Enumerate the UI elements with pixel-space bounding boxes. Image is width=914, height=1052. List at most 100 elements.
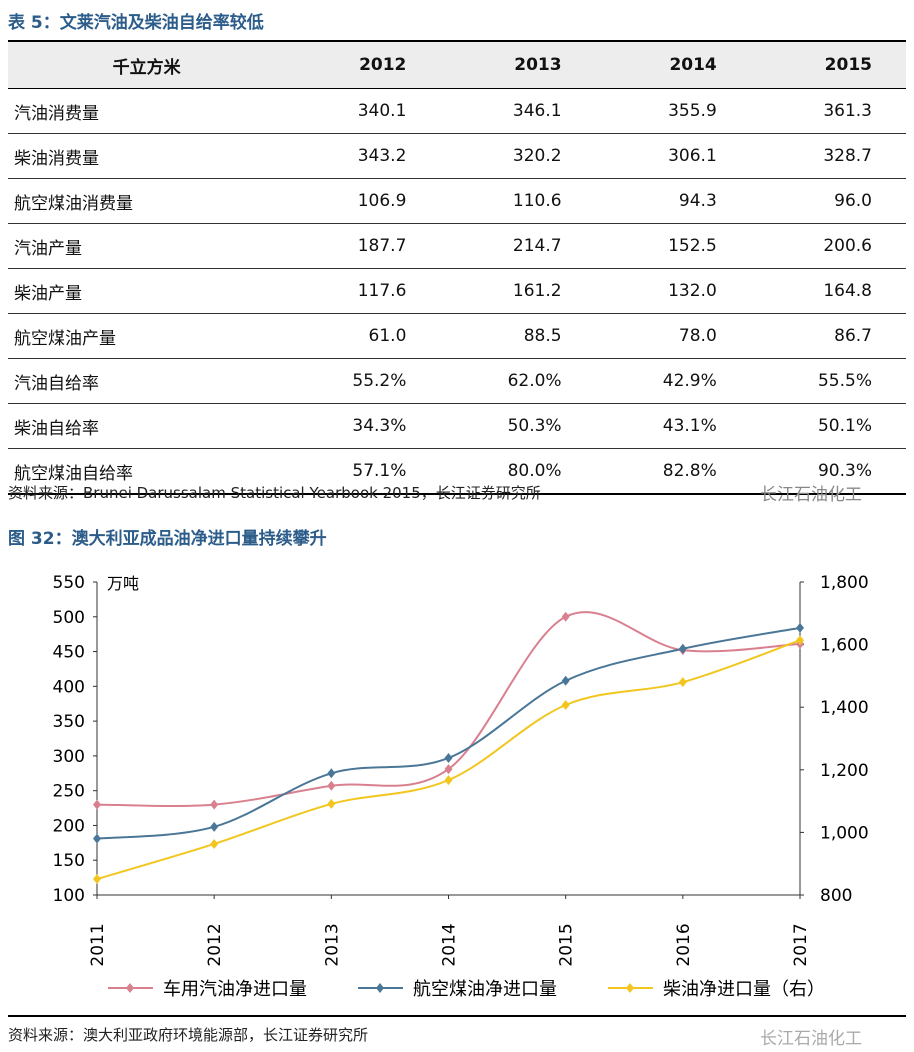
table-cell: 57.1% bbox=[285, 448, 441, 495]
table-row: 柴油产量 117.6 161.2 132.0 164.8 bbox=[8, 268, 906, 314]
row-label: 汽油消费量 bbox=[8, 88, 286, 134]
data-point bbox=[444, 752, 453, 763]
chart-container: 100 150 200 250 300 350 400 450 500 550 800 1,000 1,… bbox=[8, 555, 906, 1017]
watermark: 长江石油化工 bbox=[760, 485, 862, 505]
column-header: 2013 bbox=[440, 40, 596, 89]
row-label: 航空煤油自给率 bbox=[8, 448, 286, 495]
table-cell: 164.8 bbox=[750, 268, 906, 314]
column-header: 2015 bbox=[750, 40, 906, 89]
legend-label: 柴油净进口量（右） bbox=[663, 979, 825, 1000]
y-tick-label: 100 bbox=[53, 886, 85, 906]
row-label: 汽油自给率 bbox=[8, 358, 286, 404]
table-cell: 320.2 bbox=[440, 133, 596, 179]
data-point bbox=[678, 643, 687, 654]
data-point bbox=[796, 622, 804, 633]
table-cell: 340.1 bbox=[285, 88, 441, 134]
table-cell: 96.0 bbox=[750, 178, 906, 224]
row-label: 航空煤油产量 bbox=[8, 313, 286, 359]
table-cell: 82.8% bbox=[595, 448, 751, 495]
table-row: 柴油消费量 343.2 320.2 306.1 328.7 bbox=[8, 133, 906, 179]
table-cell: 78.0 bbox=[595, 313, 751, 359]
table-cell: 187.7 bbox=[285, 223, 441, 269]
table-cell: 110.6 bbox=[440, 178, 596, 224]
data-point bbox=[327, 768, 336, 779]
legend-marker bbox=[376, 983, 384, 993]
table-cell: 34.3% bbox=[285, 403, 441, 449]
x-tick-label: 2011 bbox=[88, 923, 108, 966]
y-tick-label: 300 bbox=[53, 747, 85, 767]
table-source: 资料来源：Brunei Darussalam Statistical Yearb… bbox=[8, 484, 541, 502]
series-line bbox=[96, 626, 801, 840]
x-tick-label: 2017 bbox=[791, 923, 811, 966]
table-caption: 表 5：文莱汽油及柴油自给率较低 bbox=[8, 13, 264, 33]
y2-tick-label: 1,000 bbox=[820, 823, 869, 843]
row-label: 柴油自给率 bbox=[8, 403, 286, 449]
table-cell: 42.9% bbox=[595, 358, 751, 404]
data-point bbox=[561, 675, 570, 686]
table-cell: 94.3 bbox=[595, 178, 751, 224]
table-cell: 200.6 bbox=[750, 223, 906, 269]
table-cell: 55.2% bbox=[285, 358, 441, 404]
legend-marker bbox=[126, 983, 134, 993]
data-point bbox=[93, 833, 101, 844]
data-point bbox=[327, 780, 336, 791]
table-cell: 117.6 bbox=[285, 268, 441, 314]
table-cell: 50.3% bbox=[440, 403, 596, 449]
data-point bbox=[93, 799, 101, 810]
x-tick-label: 2013 bbox=[322, 923, 342, 966]
column-header: 2012 bbox=[285, 40, 441, 89]
table-cell: 214.7 bbox=[440, 223, 596, 269]
y-tick-label: 350 bbox=[53, 712, 85, 732]
x-tick-label: 2014 bbox=[440, 923, 460, 966]
legend-label: 车用汽油净进口量 bbox=[163, 979, 307, 1000]
y2-tick-label: 1,200 bbox=[820, 761, 869, 781]
y-tick-label: 200 bbox=[53, 816, 85, 836]
table-row: 汽油自给率 55.2% 62.0% 42.9% 55.5% bbox=[8, 358, 906, 404]
watermark-2: 长江石油化工 bbox=[760, 1029, 862, 1049]
y-tick-label: 550 bbox=[53, 573, 85, 593]
y-tick-label: 500 bbox=[53, 608, 85, 628]
y-unit-label: 万吨 bbox=[107, 574, 139, 593]
y2-tick-label: 1,400 bbox=[820, 698, 869, 718]
figure-caption: 图 32：澳大利亚成品油净进口量持续攀升 bbox=[8, 529, 327, 549]
y-tick-label: 250 bbox=[53, 782, 85, 802]
table-cell: 55.5% bbox=[750, 358, 906, 404]
table-cell: 132.0 bbox=[595, 268, 751, 314]
table-cell: 306.1 bbox=[595, 133, 751, 179]
table-cell: 328.7 bbox=[750, 133, 906, 179]
column-header: 千立方米 bbox=[8, 40, 286, 89]
column-header: 2014 bbox=[595, 40, 751, 89]
data-point bbox=[561, 700, 570, 711]
table-cell: 62.0% bbox=[440, 358, 596, 404]
table-row: 航空煤油产量 61.0 88.5 78.0 86.7 bbox=[8, 313, 906, 359]
table-cell: 152.5 bbox=[595, 223, 751, 269]
table-cell: 88.5 bbox=[440, 313, 596, 359]
table-row: 汽油产量 187.7 214.7 152.5 200.6 bbox=[8, 223, 906, 269]
figure-source: 资料来源：澳大利亚政府环境能源部，长江证券研究所 bbox=[8, 1026, 369, 1044]
y-tick-label: 400 bbox=[53, 677, 85, 697]
y-tick-label: 150 bbox=[53, 851, 85, 871]
x-tick-label: 2012 bbox=[205, 923, 225, 966]
data-point bbox=[210, 838, 219, 849]
table-cell: 343.2 bbox=[285, 133, 441, 179]
data-point bbox=[444, 775, 453, 786]
table-cell: 346.1 bbox=[440, 88, 596, 134]
table-cell: 361.3 bbox=[750, 88, 906, 134]
x-tick-label: 2015 bbox=[557, 923, 577, 966]
table-cell: 106.9 bbox=[285, 178, 441, 224]
data-point bbox=[444, 764, 453, 775]
table-cell: 61.0 bbox=[285, 313, 441, 359]
data-point bbox=[796, 635, 804, 646]
line-chart: 100 150 200 250 300 350 400 450 500 550 800 1,000 1,… bbox=[53, 573, 869, 1000]
y-tick-label: 450 bbox=[53, 643, 85, 663]
row-label: 柴油产量 bbox=[8, 268, 286, 314]
row-label: 航空煤油消费量 bbox=[8, 178, 286, 224]
data-point bbox=[210, 799, 219, 810]
table-row: 航空煤油消费量 106.9 110.6 94.3 96.0 bbox=[8, 178, 906, 224]
legend-marker bbox=[626, 983, 634, 993]
table-row: 航空煤油自给率 57.1% 80.0% 82.8% 90.3% bbox=[8, 448, 906, 495]
table-cell: 86.7 bbox=[750, 313, 906, 359]
table-row: 汽油消费量 340.1 346.1 355.9 361.3 bbox=[8, 88, 906, 134]
table-cell: 43.1% bbox=[595, 403, 751, 449]
table-cell: 161.2 bbox=[440, 268, 596, 314]
